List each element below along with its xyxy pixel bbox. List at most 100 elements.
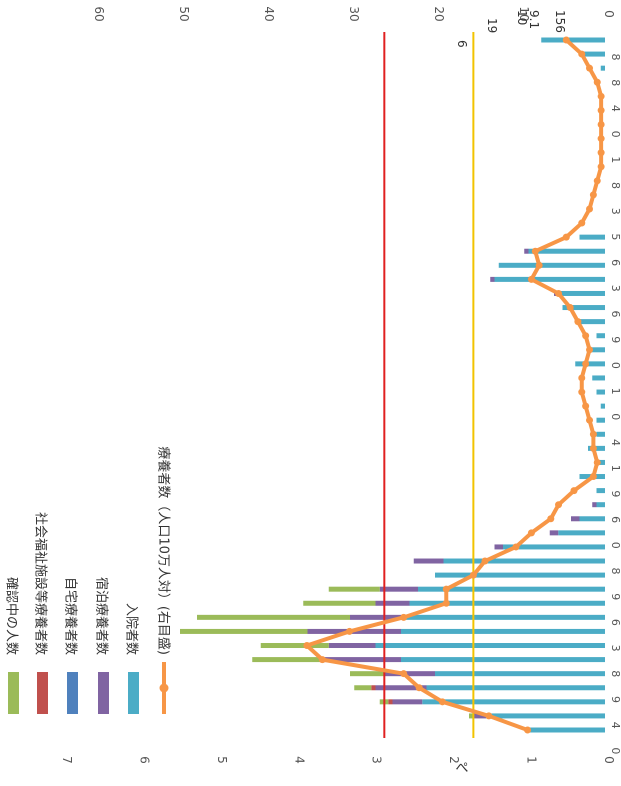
bar-segment-confirming xyxy=(180,628,308,634)
category-tick-label: 4 xyxy=(609,105,621,112)
rate-point xyxy=(566,304,574,312)
rate-point xyxy=(442,599,450,607)
bar-segment-hospital xyxy=(575,361,605,367)
bar-segment-hotel xyxy=(490,276,495,282)
category-tick-label: 6 xyxy=(609,516,621,523)
bar-segment-hotel xyxy=(571,516,580,522)
data-label: 156 xyxy=(553,10,567,33)
legend-label-confirming: 確認中の人数 xyxy=(4,577,20,655)
rate-point xyxy=(570,487,578,495)
left-axis-tick-label: 10 xyxy=(517,6,531,21)
rate-point xyxy=(442,585,450,593)
left-axis-tick-label: 20 xyxy=(432,6,446,21)
rate-point xyxy=(527,275,535,283)
bar-segment-hotel xyxy=(375,685,427,691)
bar-segment-hotel xyxy=(524,248,529,254)
right-axis-tick-label: 4 xyxy=(292,756,306,764)
bar-segment-hotel xyxy=(473,713,486,719)
rate-line-path xyxy=(304,38,604,732)
rate-point xyxy=(485,712,493,720)
bar-segment-hospital xyxy=(588,347,605,353)
left-axis-tick-label: 40 xyxy=(262,6,276,21)
bar-segment-hospital xyxy=(494,276,605,282)
bar-segment-confirming xyxy=(260,643,329,649)
rate-point xyxy=(303,642,311,650)
category-tick-label: 9 xyxy=(609,336,621,343)
bar-segment-hospital xyxy=(528,727,605,733)
rate-point xyxy=(582,360,590,368)
rate-point xyxy=(574,318,582,326)
right-axis-tick-label: 7 xyxy=(60,756,74,764)
bar-segment-hospital xyxy=(426,685,605,691)
left-axis-tick-label: 0 xyxy=(602,10,616,18)
rate-point xyxy=(578,388,586,396)
bar-segment-hospital xyxy=(579,319,605,325)
data-label: 10 xyxy=(515,10,529,25)
bar-segment-hospital xyxy=(418,586,605,592)
rate-point xyxy=(597,92,605,100)
data-label: 19 xyxy=(485,18,499,33)
category-tick-label: 6 xyxy=(609,259,621,266)
category-tick-label: 6 xyxy=(609,311,621,318)
category-tick-label: 9 xyxy=(609,696,621,703)
left-axis-tick-label: 50 xyxy=(177,6,191,21)
legend-label-hotel: 宿泊療養者数 xyxy=(94,577,110,655)
rate-point xyxy=(578,219,586,227)
legend-swatch-hotel xyxy=(98,672,109,714)
legend-swatch-welfare xyxy=(37,672,48,714)
left-axis-tick-label: 60 xyxy=(92,6,106,21)
rate-point xyxy=(547,515,555,523)
bar-segment-hospital xyxy=(596,417,605,423)
bar-segment-hotel xyxy=(549,530,559,536)
right-axis-tick-label: 6 xyxy=(137,756,151,764)
bar-segment-hospital xyxy=(558,530,605,536)
legend: 確認中の人数 社会福祉施設等療養者数 自宅療養者数 宿泊療養者数 入院者数 療養者数（人口… xyxy=(4,446,172,714)
bar-segment-hospital xyxy=(503,544,605,550)
category-tick-label: 8 xyxy=(609,54,621,61)
category-tick-label: 0 xyxy=(609,362,621,369)
rate-point xyxy=(400,613,408,621)
category-tick-label: 4 xyxy=(609,722,621,729)
category-tick-label: 5 xyxy=(609,233,621,240)
bar-segment-hospital xyxy=(596,488,605,494)
category-tick-label: 6 xyxy=(609,619,621,626)
bar-segment-hospital xyxy=(435,671,605,677)
rate-point xyxy=(597,135,605,143)
right-axis-tick-label: 1 xyxy=(525,756,539,764)
bar-segment-hospital xyxy=(541,37,605,43)
rate-point xyxy=(345,627,353,635)
bar-segment-hotel xyxy=(494,544,503,550)
category-tick-label: 1 xyxy=(609,465,621,472)
bar-segment-hospital xyxy=(435,572,605,578)
bar-segment-hotel xyxy=(384,671,435,677)
right-axis-ticks: 0 1 2 3 4 5 6 7 xyxy=(60,756,616,764)
bar-segment-hospital xyxy=(596,502,605,508)
category-tick-label: 1 xyxy=(609,388,621,395)
rate-point xyxy=(562,233,570,241)
category-tick-label: 0 xyxy=(609,131,621,138)
rate-point xyxy=(593,458,601,466)
bar-segment-hotel xyxy=(350,614,401,620)
legend-label-home: 自宅療養者数 xyxy=(63,577,79,655)
annotations: 156 9.110 19 6 xyxy=(455,10,567,48)
rate-point xyxy=(555,501,563,509)
bar-segment-hospital xyxy=(579,234,605,240)
legend-label-hospital: 入院者数 xyxy=(124,603,139,655)
category-tick-label: 0 xyxy=(609,747,621,754)
bar-segment-confirming xyxy=(469,713,474,719)
category-tick-label: 8 xyxy=(609,670,621,677)
bar-segment-hospital xyxy=(596,389,605,395)
bar-segment-confirming xyxy=(350,671,384,677)
bar-segment-hospital xyxy=(562,305,605,311)
bar-segment-hospital xyxy=(583,51,605,57)
data-label: 9.1 xyxy=(527,10,541,29)
category-tick-label: 8 xyxy=(609,182,621,189)
category-tick-label: 3 xyxy=(609,208,621,215)
category-tick-label: 8 xyxy=(609,568,621,575)
rate-line xyxy=(303,36,605,734)
bar-segment-hotel xyxy=(324,657,401,663)
rate-point xyxy=(597,120,605,128)
bar-segment-hospital xyxy=(401,628,605,634)
bar-segment-hospital xyxy=(375,643,605,649)
